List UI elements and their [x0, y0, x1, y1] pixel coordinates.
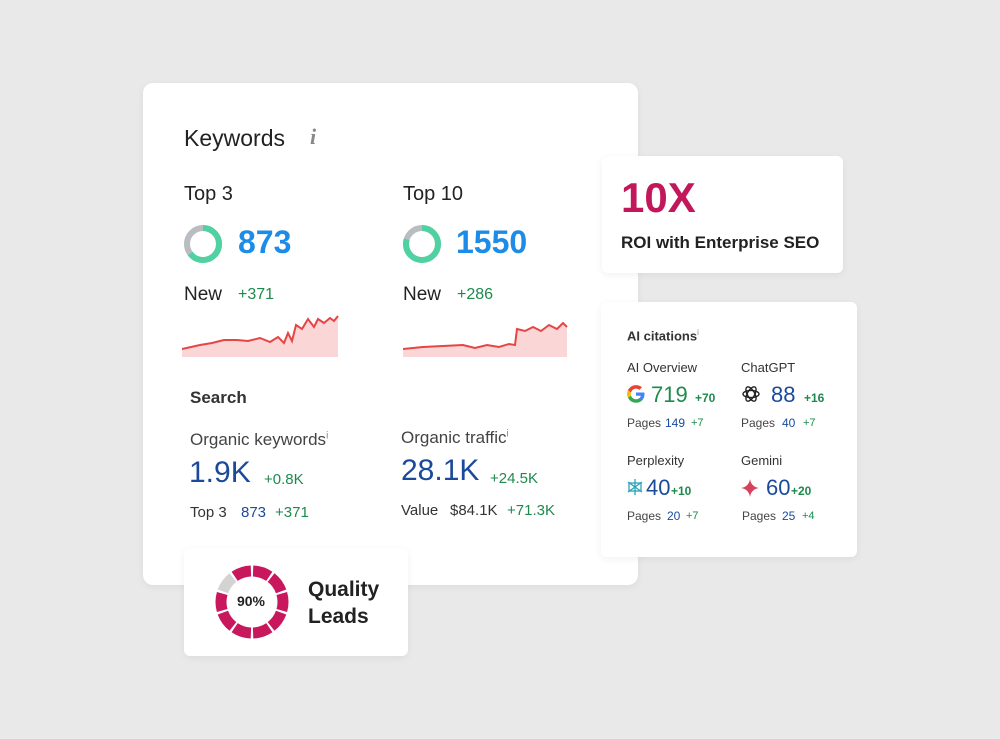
gauge-segment: [215, 591, 228, 613]
top10-sparkline: [403, 321, 568, 357]
ai-overview-name: AI Overview: [627, 360, 698, 375]
chatgpt-pages-label: Pages: [741, 416, 776, 430]
roi-subtext: ROI with Enterprise SEO: [621, 233, 820, 252]
chatgpt-icon: [742, 386, 760, 402]
top3-value: 873: [238, 224, 292, 260]
chatgpt-delta: +16: [804, 391, 825, 405]
gauge-segment: [217, 610, 237, 631]
perplexity-pages-label: Pages: [627, 509, 662, 523]
ai-overview-pages-label: Pages: [627, 416, 662, 430]
top10-new-label: New: [403, 284, 442, 305]
search-section-title: Search: [190, 388, 247, 407]
google-icon: [627, 385, 645, 403]
chatgpt-value: 88: [771, 382, 796, 407]
top3-sparkline: [182, 315, 339, 357]
gemini-name: Gemini: [741, 453, 783, 468]
gauge-segment: [276, 591, 289, 613]
gauge-segment: [217, 573, 237, 594]
perplexity-pages-delta: +7: [686, 510, 699, 522]
quality-leads-card: 90% Quality Leads: [184, 548, 408, 656]
ai-citations-title: AI citationsi: [627, 328, 699, 344]
organic-traffic-value: 28.1K: [401, 454, 480, 487]
gauge-segment: [252, 622, 273, 639]
gauge-segment: [267, 573, 287, 594]
ai-citations-card: AI citationsi AI Overview 719 +70 Pages …: [601, 302, 857, 557]
roi-headline: 10X: [621, 174, 696, 221]
gemini-delta: +20: [791, 484, 812, 498]
quality-leads-line1: Quality: [308, 578, 380, 601]
organic-keywords-value: 1.9K: [189, 456, 251, 489]
organic-traffic-label: Organic traffici: [401, 428, 509, 447]
keywords-card: Keywords i Top 3 873 New +371 Top 10 155…: [143, 83, 638, 585]
gemini-pages-delta: +4: [802, 510, 815, 522]
quality-leads-gauge: [215, 565, 289, 639]
organic-keywords-delta: +0.8K: [264, 471, 304, 488]
gemini-value: 60: [766, 475, 791, 500]
perplexity-name: Perplexity: [627, 453, 685, 468]
top10-donut-icon: [403, 225, 441, 263]
perplexity-delta: +10: [671, 484, 692, 498]
gauge-segment: [267, 610, 287, 631]
quality-leads-line2: Leads: [308, 605, 369, 628]
gauge-segment: [231, 622, 252, 639]
ai-overview-pages-value: 149: [665, 416, 686, 430]
organic-traffic-sub-value: $84.1K: [450, 502, 498, 519]
top3-label: Top 3: [184, 183, 233, 205]
ai-overview-value: 719: [651, 382, 688, 407]
top3-donut-icon: [184, 225, 222, 263]
info-icon[interactable]: i: [506, 428, 509, 440]
organic-traffic-sub-delta: +71.3K: [507, 502, 555, 519]
organic-keywords-sub-delta: +371: [275, 504, 309, 521]
gemini-pages-value: 25: [782, 509, 796, 523]
ai-overview-pages-delta: +7: [691, 417, 704, 429]
top10-label: Top 10: [403, 183, 464, 205]
top10-new-delta: +286: [457, 286, 494, 303]
info-icon[interactable]: i: [326, 430, 329, 442]
chatgpt-pages-value: 40: [782, 416, 796, 430]
top10-value: 1550: [456, 224, 528, 260]
quality-leads-percent: 90%: [236, 593, 266, 609]
gemini-icon: [741, 479, 759, 497]
perplexity-icon: [627, 479, 643, 495]
gauge-segment: [231, 565, 252, 582]
perplexity-value: 40: [646, 475, 671, 500]
organic-traffic-sub-label: Value: [401, 502, 439, 519]
organic-keywords-label: Organic keywordsi: [190, 430, 329, 449]
organic-traffic-delta: +24.5K: [490, 470, 538, 487]
info-icon[interactable]: i: [310, 124, 317, 149]
top3-new-delta: +371: [238, 286, 275, 303]
organic-keywords-sub-label: Top 3: [190, 504, 227, 521]
organic-keywords-sub-value: 873: [241, 504, 267, 521]
keywords-title: Keywords: [184, 125, 285, 151]
gauge-segment: [252, 565, 273, 582]
perplexity-pages-value: 20: [667, 509, 681, 523]
ai-overview-delta: +70: [695, 391, 716, 405]
roi-card: 10X ROI with Enterprise SEO: [602, 156, 843, 273]
chatgpt-pages-delta: +7: [803, 417, 816, 429]
info-icon[interactable]: i: [697, 328, 699, 337]
gemini-pages-label: Pages: [742, 509, 777, 523]
chatgpt-name: ChatGPT: [741, 360, 796, 375]
top3-new-label: New: [184, 284, 223, 305]
